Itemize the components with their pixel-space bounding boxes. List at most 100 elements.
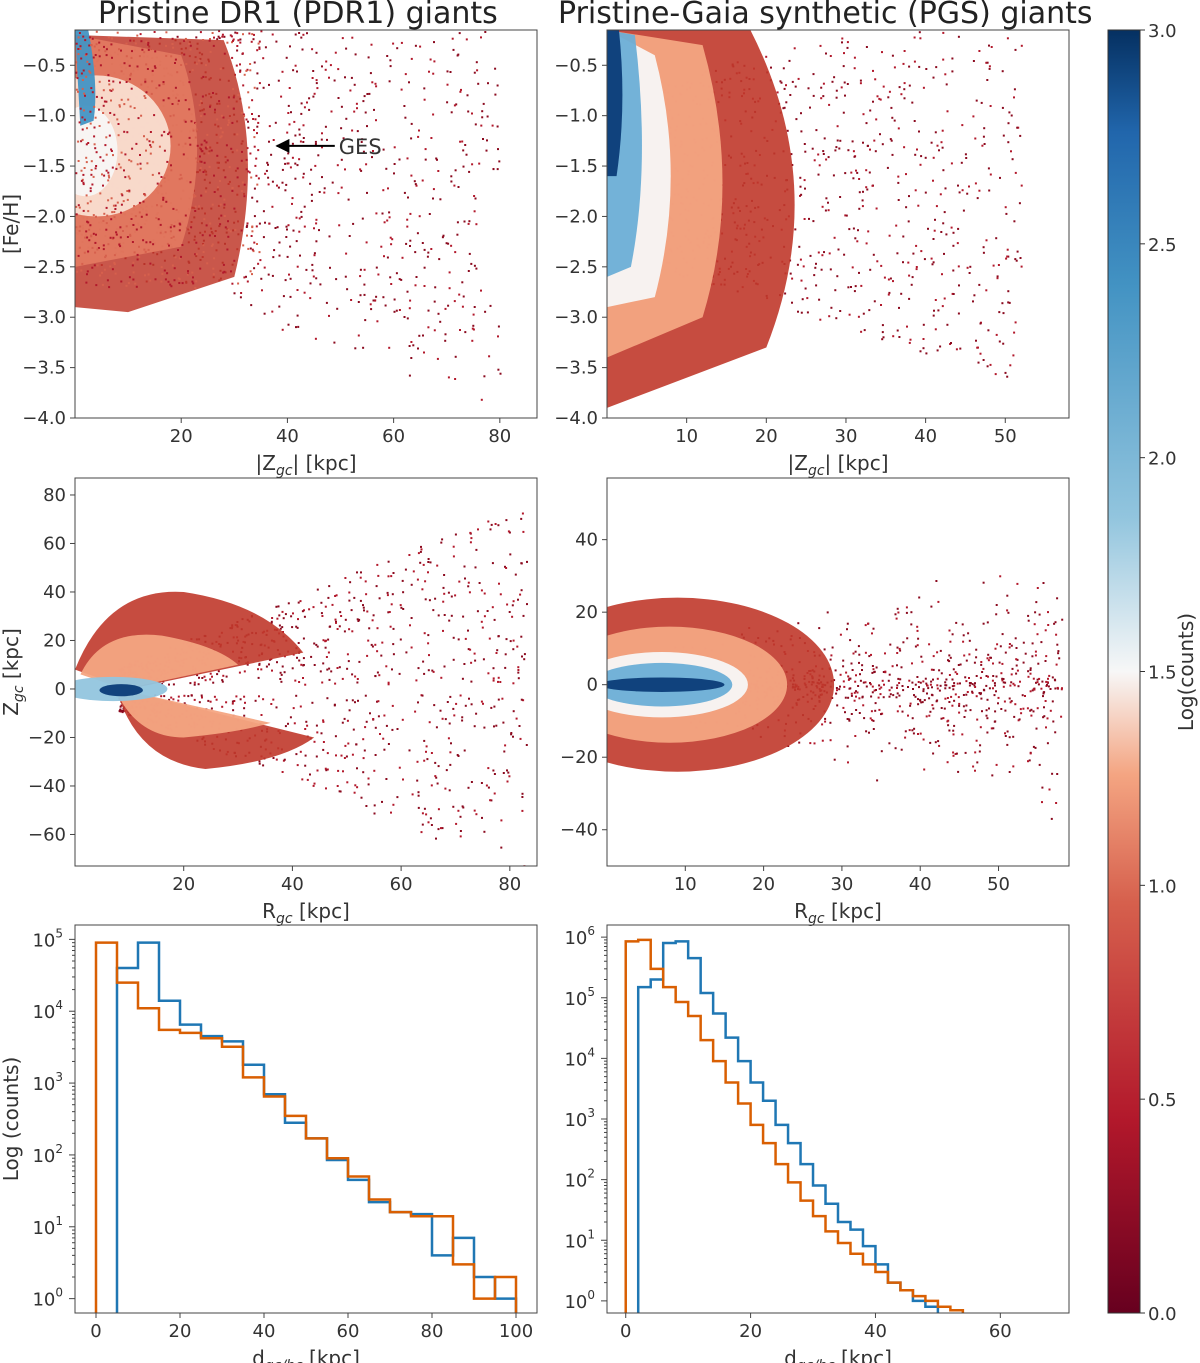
sparse-bin — [103, 268, 106, 271]
sparse-bin — [116, 118, 119, 121]
sparse-bin — [144, 274, 146, 277]
sparse-bin — [136, 65, 139, 68]
sparse-bin — [357, 301, 360, 303]
sparse-bin — [328, 76, 330, 79]
sparse-bin — [959, 347, 962, 350]
sparse-bin — [362, 150, 365, 153]
sparse-bin — [163, 177, 166, 179]
sparse-bin — [175, 96, 177, 99]
sparse-bin — [839, 673, 842, 676]
sparse-bin — [470, 781, 473, 783]
sparse-bin — [449, 751, 452, 754]
sparse-bin — [310, 199, 313, 202]
sparse-bin — [821, 739, 824, 742]
sparse-bin — [486, 115, 489, 118]
sparse-bin — [90, 169, 93, 171]
sparse-bin — [209, 678, 212, 681]
sparse-bin — [437, 312, 440, 315]
sparse-bin — [452, 707, 455, 710]
sparse-bin — [490, 706, 493, 709]
sparse-bin — [77, 48, 80, 50]
sparse-bin — [980, 661, 983, 663]
sparse-bin — [365, 163, 368, 166]
sparse-bin — [1031, 655, 1034, 658]
sparse-bin — [834, 149, 837, 152]
sparse-bin — [253, 86, 256, 89]
sparse-bin — [391, 668, 393, 671]
sparse-bin — [480, 700, 483, 703]
sparse-bin — [284, 162, 287, 165]
sparse-bin — [84, 236, 87, 239]
sparse-bin — [102, 184, 104, 187]
sparse-bin — [1030, 714, 1033, 717]
sparse-bin — [192, 282, 195, 285]
sparse-bin — [356, 571, 358, 574]
sparse-bin — [296, 164, 299, 167]
sparse-bin — [846, 46, 849, 49]
sparse-bin — [957, 35, 960, 38]
sparse-bin — [1022, 641, 1025, 644]
sparse-bin — [363, 609, 365, 612]
sparse-bin — [418, 129, 420, 132]
sparse-bin — [972, 765, 975, 768]
sparse-bin — [350, 609, 353, 612]
sparse-bin — [510, 732, 513, 734]
sparse-bin — [483, 375, 486, 378]
sparse-bin — [1000, 672, 1003, 675]
sparse-bin — [321, 176, 323, 179]
sparse-bin — [321, 681, 324, 684]
sparse-bin — [208, 165, 211, 168]
sparse-bin — [98, 41, 101, 44]
sparse-bin — [113, 113, 116, 116]
sparse-bin — [820, 86, 823, 89]
sparse-bin — [430, 248, 433, 250]
sparse-bin — [315, 79, 318, 82]
sparse-bin — [917, 637, 920, 640]
sparse-bin — [227, 220, 229, 223]
sparse-bin — [523, 658, 526, 661]
sparse-bin — [354, 675, 357, 678]
sparse-bin — [362, 606, 365, 609]
sparse-bin — [881, 51, 883, 54]
sparse-bin — [976, 197, 979, 200]
sparse-bin — [468, 220, 471, 223]
sparse-bin — [450, 742, 452, 745]
sparse-bin — [375, 585, 378, 588]
sparse-bin — [107, 74, 110, 77]
sparse-bin — [103, 100, 106, 103]
sparse-bin — [992, 727, 995, 730]
sparse-bin — [374, 675, 377, 677]
sparse-bin — [297, 642, 300, 644]
sparse-bin — [241, 52, 244, 55]
sparse-bin — [223, 52, 226, 55]
sparse-bin — [434, 286, 437, 289]
sparse-bin — [416, 760, 419, 763]
sparse-bin — [80, 179, 83, 182]
sparse-bin — [323, 191, 326, 194]
sparse-bin — [1051, 772, 1054, 775]
sparse-bin — [912, 732, 915, 735]
sparse-bin — [938, 689, 941, 692]
sparse-bin — [437, 828, 440, 831]
sparse-bin — [402, 608, 405, 610]
sparse-bin — [335, 620, 337, 623]
sparse-bin — [941, 305, 944, 308]
sparse-bin — [151, 173, 154, 176]
sparse-bin — [341, 721, 344, 724]
sparse-bin — [943, 252, 945, 255]
sparse-bin — [189, 48, 192, 51]
sparse-bin — [486, 610, 489, 612]
sparse-bin — [279, 678, 282, 680]
sparse-bin — [839, 685, 841, 688]
sparse-bin — [313, 254, 316, 257]
sparse-bin — [366, 125, 368, 128]
sparse-bin — [990, 656, 992, 659]
sparse-bin — [845, 671, 848, 674]
sparse-bin — [351, 673, 354, 676]
sparse-bin — [168, 244, 170, 247]
sparse-bin — [165, 54, 168, 57]
sparse-bin — [277, 605, 280, 608]
sparse-bin — [188, 227, 191, 230]
sparse-bin — [791, 80, 794, 83]
sparse-bin — [399, 604, 402, 607]
